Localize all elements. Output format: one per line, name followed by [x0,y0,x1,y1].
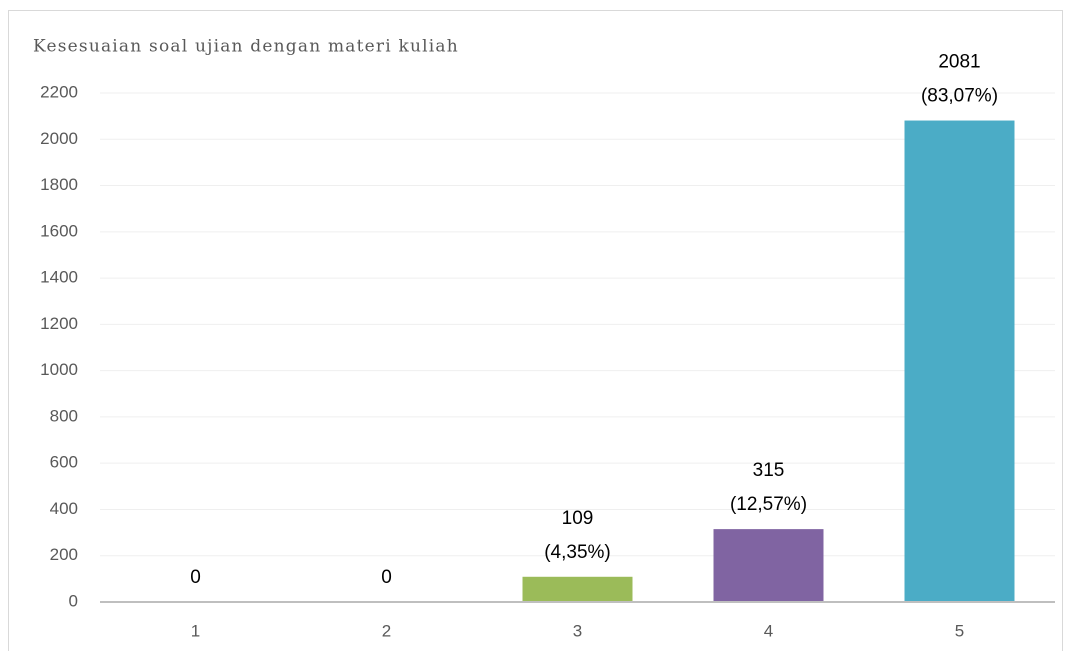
x-tick-label: 5 [955,621,964,640]
y-tick-label: 600 [50,453,78,472]
bar [904,120,1015,602]
y-tick-label: 800 [50,406,78,425]
y-tick-label: 200 [50,545,78,564]
x-tick-label: 4 [764,621,773,640]
data-label: (83,07%) [921,86,998,107]
y-tick-label: 1400 [40,268,78,287]
y-tick-label: 0 [69,591,78,610]
chart-title: Kesesuaian soal ujian dengan materi kuli… [33,37,459,57]
y-tick-label: 400 [50,499,78,518]
data-label: 0 [190,567,201,588]
x-tick-label: 3 [573,621,582,640]
bar [522,576,633,602]
y-tick-label: 1000 [40,360,78,379]
y-tick-label: 1200 [40,314,78,333]
data-label: 109 [562,508,594,529]
data-label: (12,57%) [730,494,807,515]
data-label: (4,35%) [544,542,611,563]
y-tick-label: 1600 [40,221,78,240]
data-label: 0 [381,567,392,588]
x-tick-label: 2 [382,621,391,640]
x-tick-label: 1 [191,621,200,640]
y-tick-label: 2200 [40,82,78,101]
data-label: 2081 [938,52,980,73]
y-tick-label: 1800 [40,175,78,194]
y-tick-label: 2000 [40,129,78,148]
chart-border [8,10,1063,651]
bar [713,529,824,602]
data-label: 315 [753,460,785,481]
